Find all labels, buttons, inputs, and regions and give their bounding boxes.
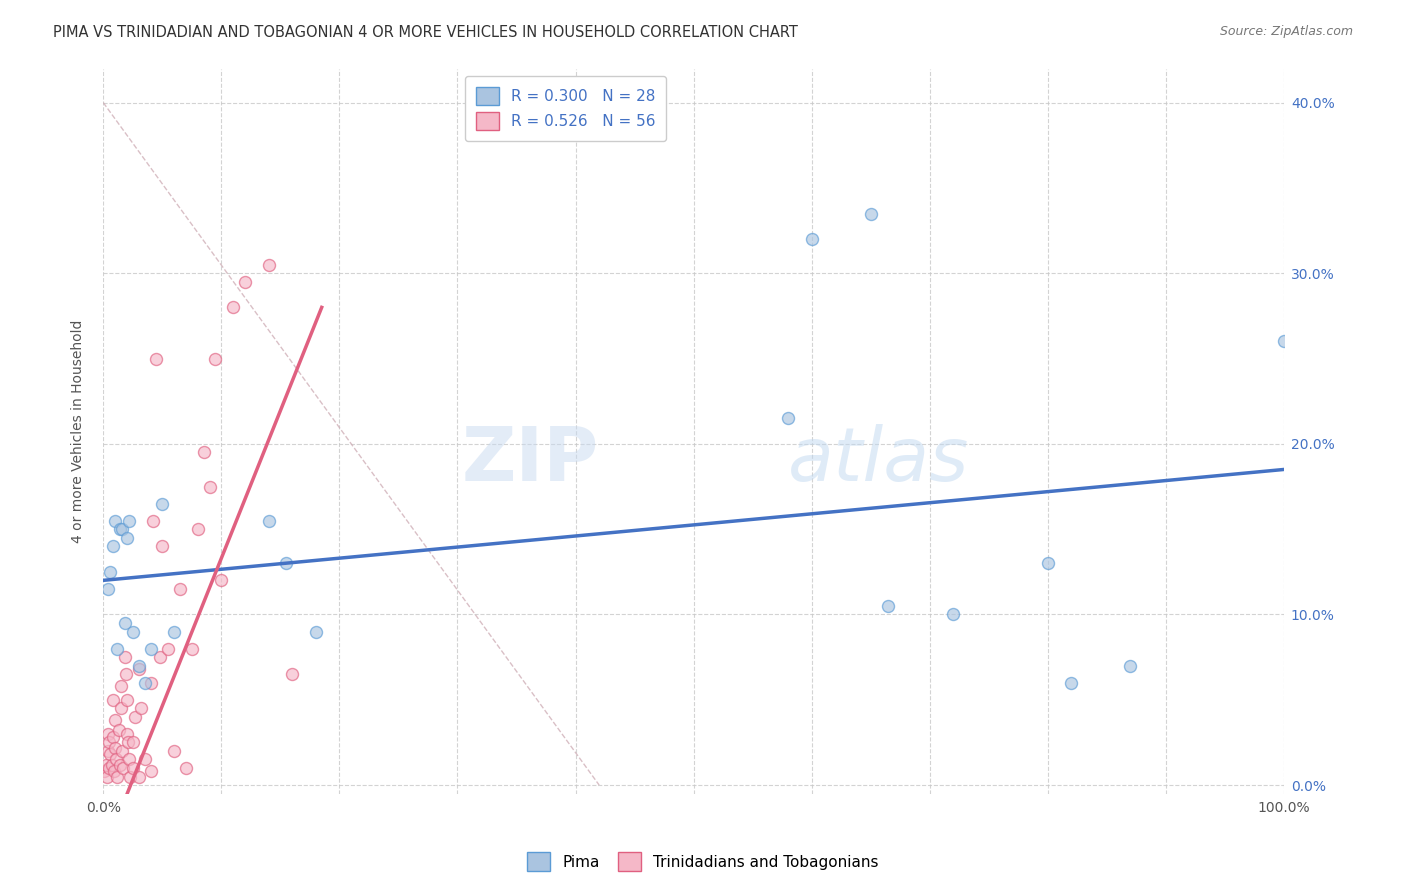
- Legend: R = 0.300   N = 28, R = 0.526   N = 56: R = 0.300 N = 28, R = 0.526 N = 56: [465, 76, 666, 141]
- Point: [104, 713, 127, 727]
- Point: [139, 675, 162, 690]
- Point: [124, 710, 146, 724]
- Point: [257, 258, 280, 272]
- Point: [129, 701, 152, 715]
- Point: [169, 582, 191, 596]
- Point: [115, 727, 138, 741]
- Point: [111, 522, 134, 536]
- Point: [778, 411, 800, 425]
- Point: [128, 658, 150, 673]
- Point: [114, 667, 136, 681]
- Point: [107, 723, 129, 738]
- Point: [150, 539, 173, 553]
- Point: [163, 624, 186, 639]
- Point: [193, 445, 215, 459]
- Point: [128, 662, 150, 676]
- Point: [121, 761, 143, 775]
- Point: [150, 497, 173, 511]
- Point: [107, 770, 129, 784]
- Point: [117, 735, 139, 749]
- Point: [97, 582, 120, 596]
- Point: [101, 539, 124, 553]
- Point: [107, 641, 129, 656]
- Text: atlas: atlas: [789, 424, 970, 496]
- Point: [1119, 658, 1142, 673]
- Point: [163, 744, 186, 758]
- Point: [96, 770, 118, 784]
- Point: [115, 531, 138, 545]
- Point: [222, 301, 245, 315]
- Point: [134, 752, 156, 766]
- Point: [1272, 334, 1295, 349]
- Point: [174, 761, 197, 775]
- Point: [187, 522, 209, 536]
- Point: [120, 770, 142, 784]
- Point: [112, 761, 135, 775]
- Point: [134, 675, 156, 690]
- Point: [101, 693, 124, 707]
- Point: [108, 757, 131, 772]
- Point: [100, 757, 122, 772]
- Point: [149, 650, 172, 665]
- Point: [257, 514, 280, 528]
- Point: [121, 735, 143, 749]
- Point: [145, 351, 167, 366]
- Point: [180, 641, 202, 656]
- Point: [139, 764, 162, 779]
- Text: PIMA VS TRINIDADIAN AND TOBAGONIAN 4 OR MORE VEHICLES IN HOUSEHOLD CORRELATION C: PIMA VS TRINIDADIAN AND TOBAGONIAN 4 OR …: [53, 25, 799, 40]
- Point: [157, 641, 180, 656]
- Point: [121, 624, 143, 639]
- Point: [1036, 556, 1059, 570]
- Point: [94, 757, 117, 772]
- Point: [139, 641, 162, 656]
- Point: [100, 747, 122, 762]
- Point: [859, 206, 882, 220]
- Legend: Pima, Trinidadians and Tobagonians: Pima, Trinidadians and Tobagonians: [522, 847, 884, 877]
- Point: [800, 232, 823, 246]
- Point: [97, 744, 120, 758]
- Point: [114, 650, 136, 665]
- Point: [1060, 675, 1083, 690]
- Point: [276, 556, 298, 570]
- Point: [209, 574, 232, 588]
- Point: [110, 679, 132, 693]
- Point: [281, 667, 304, 681]
- Point: [118, 752, 141, 766]
- Point: [98, 735, 121, 749]
- Point: [233, 275, 256, 289]
- Point: [118, 514, 141, 528]
- Point: [103, 764, 125, 779]
- Point: [204, 351, 226, 366]
- Point: [100, 565, 122, 579]
- Point: [305, 624, 328, 639]
- Point: [105, 752, 128, 766]
- Y-axis label: 4 or more Vehicles in Household: 4 or more Vehicles in Household: [72, 319, 86, 542]
- Point: [198, 479, 221, 493]
- Point: [114, 615, 136, 630]
- Point: [101, 731, 124, 745]
- Point: [942, 607, 965, 622]
- Point: [111, 744, 134, 758]
- Point: [93, 764, 115, 779]
- Point: [110, 701, 132, 715]
- Point: [108, 522, 131, 536]
- Point: [104, 740, 127, 755]
- Point: [142, 514, 165, 528]
- Point: [104, 514, 127, 528]
- Text: Source: ZipAtlas.com: Source: ZipAtlas.com: [1219, 25, 1353, 38]
- Text: ZIP: ZIP: [463, 424, 599, 497]
- Point: [877, 599, 900, 613]
- Point: [98, 761, 121, 775]
- Point: [115, 693, 138, 707]
- Point: [97, 727, 120, 741]
- Point: [128, 770, 150, 784]
